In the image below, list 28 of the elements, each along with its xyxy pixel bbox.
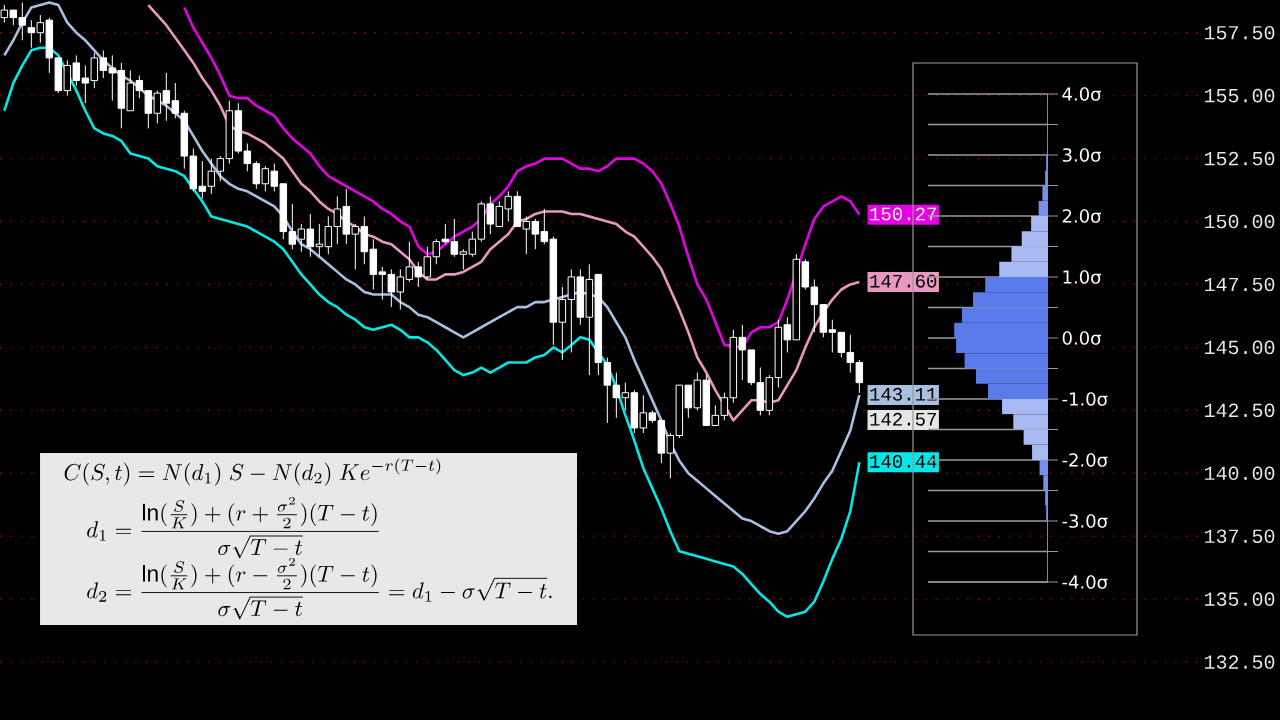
y-tick-label: 3.0σ [1062,148,1102,162]
y-tick-label: 155.00 [1204,88,1275,103]
text: 142.57 [870,412,936,426]
annotation: $d_2 = \frac{\ln(\frac{S}{K}) + (r - \frac{\sigma^2}{2})(T-t)}{\sigma\sqrt{T-t}} = d_1 - \sigma\sqrt{T-t}.$ [87,558,552,620]
y-tick-label: 137.50 [1204,529,1275,543]
y-tick-label: -4.0σ [1062,575,1108,589]
annotation: $C(S,t) = N(d_1)\ S - N(d_2)\ Ke^{-r(T-t)}$ [64,458,441,486]
y-tick-label: -2.0σ [1062,453,1108,467]
y-tick-label: 0.0σ [1062,331,1102,345]
y-tick-label: -3.0σ [1062,514,1108,528]
y-tick-label: 145.00 [1204,340,1275,355]
y-tick-label: 1.0σ [1063,270,1102,284]
data-label: 147.60 [870,274,937,288]
data-label: 150.27 [870,207,936,221]
y-tick-label: -1.0σ [1062,392,1108,406]
y-tick-label: 142.50 [1204,403,1275,418]
y-tick-label: 157.50 [1204,25,1275,40]
y-tick-label: 140.00 [1204,466,1275,481]
y-tick-label: 4.0σ [1062,87,1102,101]
y-tick-label: 135.00 [1204,592,1275,606]
data-label: 140.44 [870,454,937,468]
annotation: $d_1 = \frac{\ln(\frac{S}{K}) + (r + \frac{\sigma^2}{2})(T-t)}{\sigma\sqrt{T-t}}$ [87,496,379,559]
y-tick-label: 147.50 [1204,277,1275,292]
y-tick-label: 150.00 [1204,214,1275,229]
y-tick-label: 2.0σ [1062,209,1102,223]
data-label: 143.11 [870,387,937,401]
y-tick-label: 152.50 [1204,151,1275,166]
y-tick-label: 132.50 [1204,655,1275,669]
